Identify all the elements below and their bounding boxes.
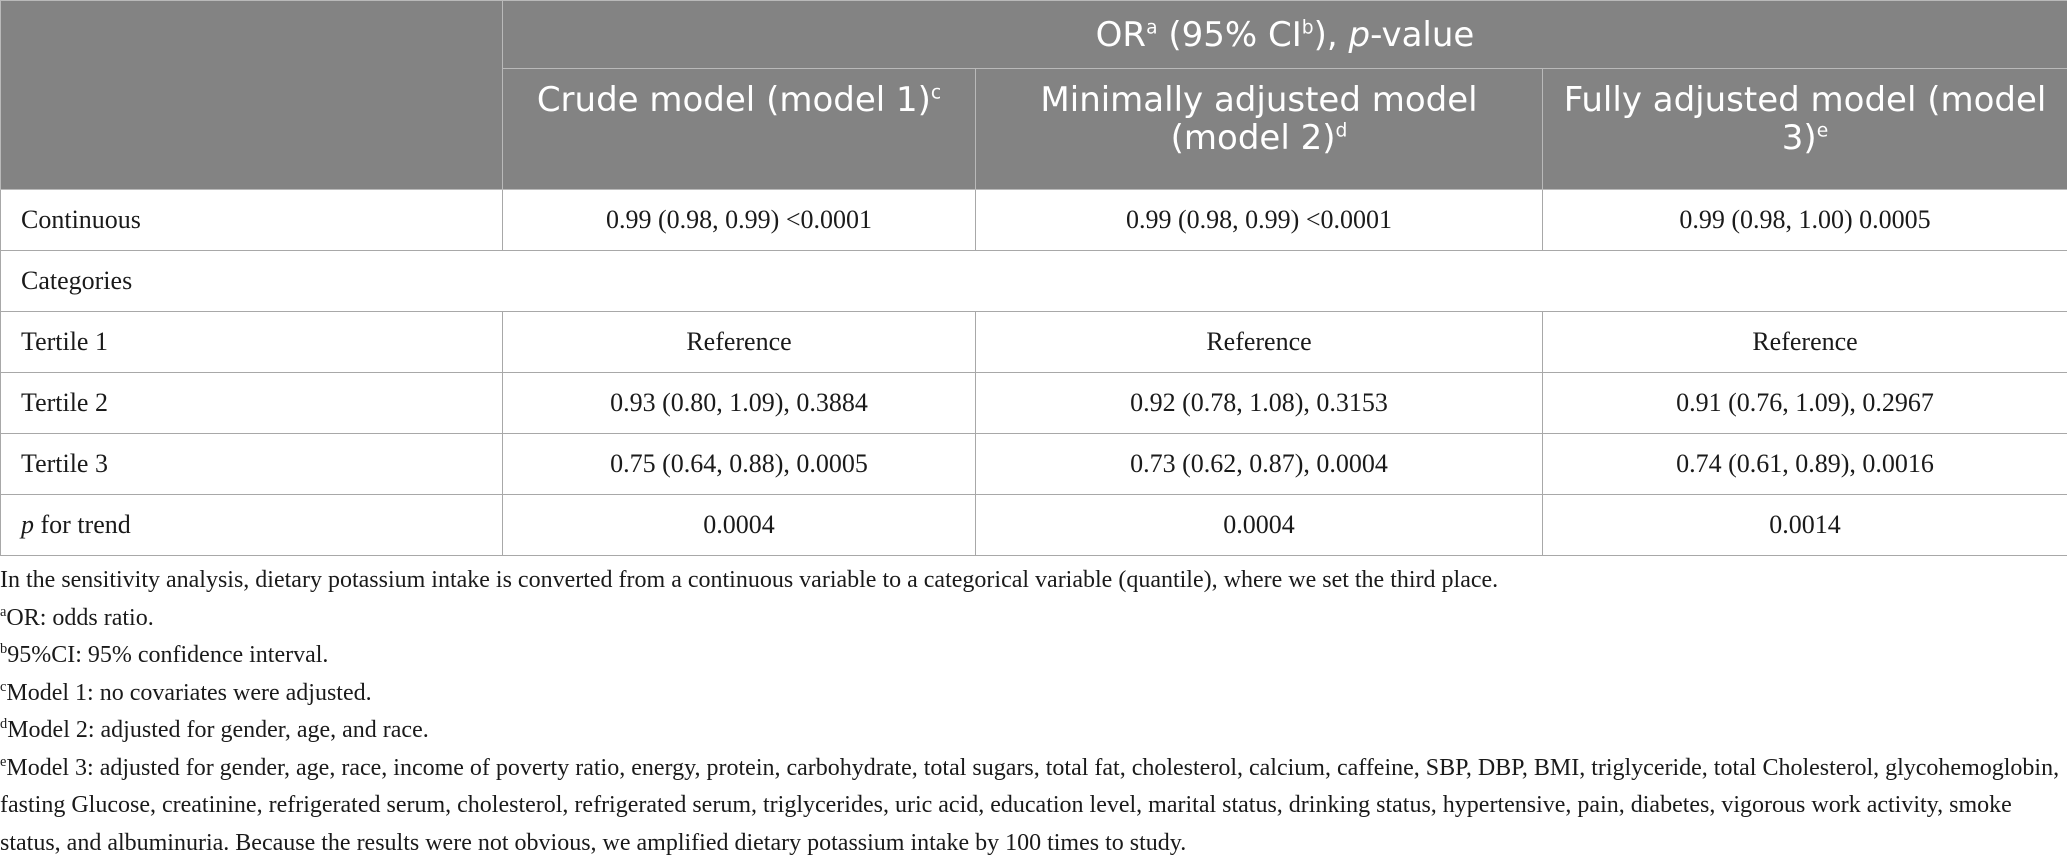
cell-model-3: 0.0014 <box>1541 494 2067 556</box>
footnote-a: aOR: odds ratio. <box>0 603 154 631</box>
footnote-c: cModel 1: no covariates were adjusted. <box>0 678 372 706</box>
table-row: Categories <box>0 250 2067 312</box>
footnote-e: eModel 3: adjusted for gender, age, race… <box>0 753 2060 856</box>
footnote-b: b95%CI: 95% confidence interval. <box>0 641 329 668</box>
table-row: Continuous 0.99 (0.98, 0.99) <0.0001 0.9… <box>0 189 2067 251</box>
row-label: Categories <box>0 250 2067 312</box>
row-label: p for trend <box>0 494 503 556</box>
cell-model-1: 0.93 (0.80, 1.09), 0.3884 <box>502 372 976 434</box>
cell-model-3: 0.74 (0.61, 0.89), 0.0016 <box>1541 433 2067 495</box>
footnote-intro: In the sensitivity analysis, dietary pot… <box>0 567 1499 593</box>
row-label: Continuous <box>0 189 503 251</box>
cell-model-1: 0.99 (0.98, 0.99) <0.0001 <box>502 189 976 251</box>
cell-model-1: 0.75 (0.64, 0.88), 0.0005 <box>502 433 976 495</box>
header-model-1: Crude model (model 1)c <box>502 68 976 190</box>
header-model-2: Minimally adjusted model (model 2)d <box>975 68 1543 190</box>
cell-model-2: 0.92 (0.78, 1.08), 0.3153 <box>975 372 1543 434</box>
cell-model-2: 0.73 (0.62, 0.87), 0.0004 <box>975 433 1543 495</box>
header-group-cell: ORa (95% CIb), p-value <box>501 0 2067 69</box>
table-row: p for trend 0.0004 0.0004 0.0014 <box>0 494 2067 556</box>
cell-model-3: 0.91 (0.76, 1.09), 0.2967 <box>1541 372 2067 434</box>
header-blank-cell <box>0 0 503 190</box>
cell-model-3: 0.99 (0.98, 1.00) 0.0005 <box>1541 189 2067 251</box>
row-label: Tertile 3 <box>0 433 503 495</box>
table-row: Tertile 3 0.75 (0.64, 0.88), 0.0005 0.73… <box>0 433 2067 495</box>
cell-model-2: 0.99 (0.98, 0.99) <0.0001 <box>975 189 1543 251</box>
header-row-group: ORa (95% CIb), p-value <box>0 0 2067 190</box>
results-table: ORa (95% CIb), p-value Crude model (mode… <box>0 0 2067 556</box>
table-footnotes: In the sensitivity analysis, dietary pot… <box>0 556 2067 862</box>
cell-model-3: Reference <box>1541 311 2067 373</box>
header-model-3: Fully adjusted model (model 3)e <box>1541 68 2067 190</box>
cell-model-2: Reference <box>975 311 1543 373</box>
cell-model-1: 0.0004 <box>502 494 976 556</box>
table-row: Tertile 2 0.93 (0.80, 1.09), 0.3884 0.92… <box>0 372 2067 434</box>
header-row-models: Crude model (model 1)c Minimally adjuste… <box>1 68 2067 190</box>
table-row: Tertile 1 Reference Reference Reference <box>0 311 2067 373</box>
cell-model-2: 0.0004 <box>975 494 1543 556</box>
row-label: Tertile 1 <box>0 311 503 373</box>
row-label: Tertile 2 <box>0 372 503 434</box>
footnote-d: dModel 2: adjusted for gender, age, and … <box>0 716 429 743</box>
cell-model-1: Reference <box>502 311 976 373</box>
